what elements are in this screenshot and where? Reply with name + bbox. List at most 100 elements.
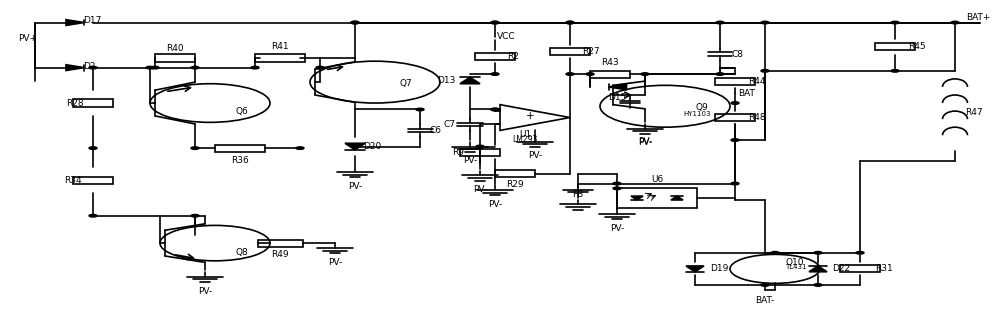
- Text: Q10: Q10: [785, 258, 804, 267]
- Circle shape: [191, 66, 199, 69]
- Circle shape: [491, 21, 499, 24]
- Text: D13: D13: [437, 76, 455, 85]
- Bar: [715, 78, 755, 85]
- Circle shape: [566, 73, 574, 75]
- Text: R28: R28: [66, 99, 84, 108]
- Circle shape: [151, 66, 159, 69]
- Bar: [715, 114, 755, 121]
- Text: R36: R36: [231, 156, 249, 165]
- Circle shape: [491, 73, 499, 75]
- Polygon shape: [809, 266, 827, 272]
- Text: BAT+: BAT+: [966, 13, 990, 22]
- Bar: [73, 99, 113, 107]
- Text: Q8: Q8: [235, 248, 248, 257]
- Bar: [875, 43, 915, 50]
- Text: C6: C6: [430, 126, 442, 135]
- Text: R2: R2: [507, 52, 519, 61]
- Circle shape: [716, 21, 724, 24]
- Text: C8: C8: [732, 50, 744, 59]
- Text: D19: D19: [710, 264, 728, 273]
- Text: LM293: LM293: [512, 135, 538, 144]
- Circle shape: [566, 21, 574, 24]
- Text: R49: R49: [271, 250, 289, 259]
- Circle shape: [316, 66, 324, 69]
- Text: BAT-: BAT-: [755, 296, 775, 305]
- Polygon shape: [631, 196, 643, 200]
- Circle shape: [351, 145, 359, 148]
- Circle shape: [761, 70, 769, 72]
- Circle shape: [731, 102, 739, 104]
- Circle shape: [856, 251, 864, 254]
- Text: PV-: PV-: [348, 182, 362, 191]
- Text: U1: U1: [519, 130, 531, 139]
- Circle shape: [761, 21, 769, 24]
- Text: R43: R43: [601, 58, 619, 67]
- Text: R40: R40: [166, 44, 184, 53]
- Text: Q6: Q6: [235, 107, 248, 116]
- Circle shape: [566, 21, 574, 24]
- Text: Q9: Q9: [695, 103, 708, 112]
- Text: R44: R44: [748, 77, 766, 86]
- Circle shape: [351, 21, 359, 24]
- Circle shape: [476, 145, 484, 148]
- Text: PV-: PV-: [610, 224, 624, 233]
- Circle shape: [771, 251, 779, 254]
- Bar: [590, 71, 630, 78]
- Text: D22: D22: [832, 264, 850, 273]
- Text: PV-: PV-: [463, 156, 477, 165]
- Text: BAT: BAT: [738, 89, 755, 98]
- Bar: [73, 177, 113, 184]
- Circle shape: [891, 70, 899, 72]
- Text: PV-: PV-: [638, 137, 652, 146]
- Bar: [155, 54, 195, 62]
- Circle shape: [491, 21, 499, 24]
- Text: R27: R27: [582, 47, 600, 56]
- Bar: [460, 149, 500, 156]
- Bar: [495, 170, 535, 177]
- Polygon shape: [345, 143, 365, 150]
- Text: PV-: PV-: [488, 200, 502, 209]
- Text: D2: D2: [83, 62, 96, 71]
- Circle shape: [89, 66, 97, 69]
- Circle shape: [89, 214, 97, 217]
- Polygon shape: [686, 266, 704, 272]
- Circle shape: [146, 66, 154, 69]
- Bar: [258, 240, 302, 247]
- Polygon shape: [671, 196, 683, 200]
- Text: PV-: PV-: [528, 151, 542, 160]
- Circle shape: [951, 21, 959, 24]
- Polygon shape: [66, 20, 84, 25]
- Text: HY1103: HY1103: [683, 111, 710, 117]
- Text: D17: D17: [83, 16, 101, 25]
- Circle shape: [716, 73, 724, 75]
- Circle shape: [761, 284, 769, 286]
- Text: D20: D20: [363, 142, 381, 151]
- Circle shape: [491, 108, 499, 111]
- Circle shape: [814, 251, 822, 254]
- Text: R34: R34: [64, 176, 82, 185]
- Text: D15: D15: [608, 93, 627, 102]
- Text: R29: R29: [506, 180, 524, 189]
- Text: U6: U6: [651, 175, 663, 184]
- Circle shape: [613, 182, 621, 185]
- Text: PV-: PV-: [638, 138, 652, 147]
- Circle shape: [613, 187, 621, 190]
- Polygon shape: [608, 84, 626, 90]
- Circle shape: [191, 214, 199, 217]
- Text: R47: R47: [965, 108, 983, 117]
- Circle shape: [731, 182, 739, 185]
- Polygon shape: [460, 77, 480, 84]
- Circle shape: [731, 139, 739, 141]
- Text: R9: R9: [452, 148, 464, 157]
- Circle shape: [416, 108, 424, 111]
- Text: PV-: PV-: [328, 258, 342, 267]
- Circle shape: [89, 147, 97, 149]
- Circle shape: [251, 66, 259, 69]
- Text: PV-: PV-: [473, 185, 487, 194]
- Text: PV+: PV+: [18, 34, 37, 43]
- Bar: [550, 48, 590, 55]
- Text: R45: R45: [908, 42, 926, 51]
- Bar: [617, 187, 697, 209]
- Text: FB: FB: [572, 190, 584, 199]
- Text: Q7: Q7: [400, 79, 413, 88]
